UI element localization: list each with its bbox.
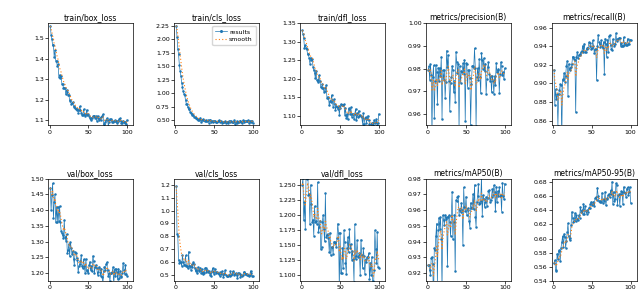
results [172, 24, 180, 28]
results [249, 122, 257, 125]
smooth [218, 120, 226, 124]
Line: smooth: smooth [176, 26, 253, 122]
Title: metrics/mAP50-95(B): metrics/mAP50-95(B) [553, 169, 636, 178]
results [244, 120, 252, 123]
smooth [244, 119, 252, 123]
smooth [246, 119, 253, 123]
Legend: results, smooth: results, smooth [212, 26, 256, 45]
results [231, 122, 239, 126]
smooth [190, 112, 198, 116]
results [212, 120, 220, 124]
smooth [224, 120, 232, 124]
smooth [172, 24, 180, 28]
smooth [187, 107, 195, 111]
results [187, 111, 195, 115]
smooth [212, 119, 220, 123]
Title: metrics/recall(B): metrics/recall(B) [563, 13, 626, 22]
Title: val/box_loss: val/box_loss [67, 169, 114, 178]
Title: val/cls_loss: val/cls_loss [195, 169, 238, 178]
Title: metrics/mAP50(B): metrics/mAP50(B) [433, 169, 503, 178]
results [246, 119, 253, 122]
results [218, 121, 226, 125]
Title: train/dfl_loss: train/dfl_loss [317, 13, 367, 22]
Title: train/cls_loss: train/cls_loss [191, 13, 241, 22]
smooth [249, 120, 257, 124]
Title: metrics/precision(B): metrics/precision(B) [429, 13, 507, 22]
Title: train/box_loss: train/box_loss [64, 13, 117, 22]
Title: val/dfl_loss: val/dfl_loss [321, 169, 364, 178]
results [190, 115, 198, 119]
Line: results: results [176, 25, 253, 124]
